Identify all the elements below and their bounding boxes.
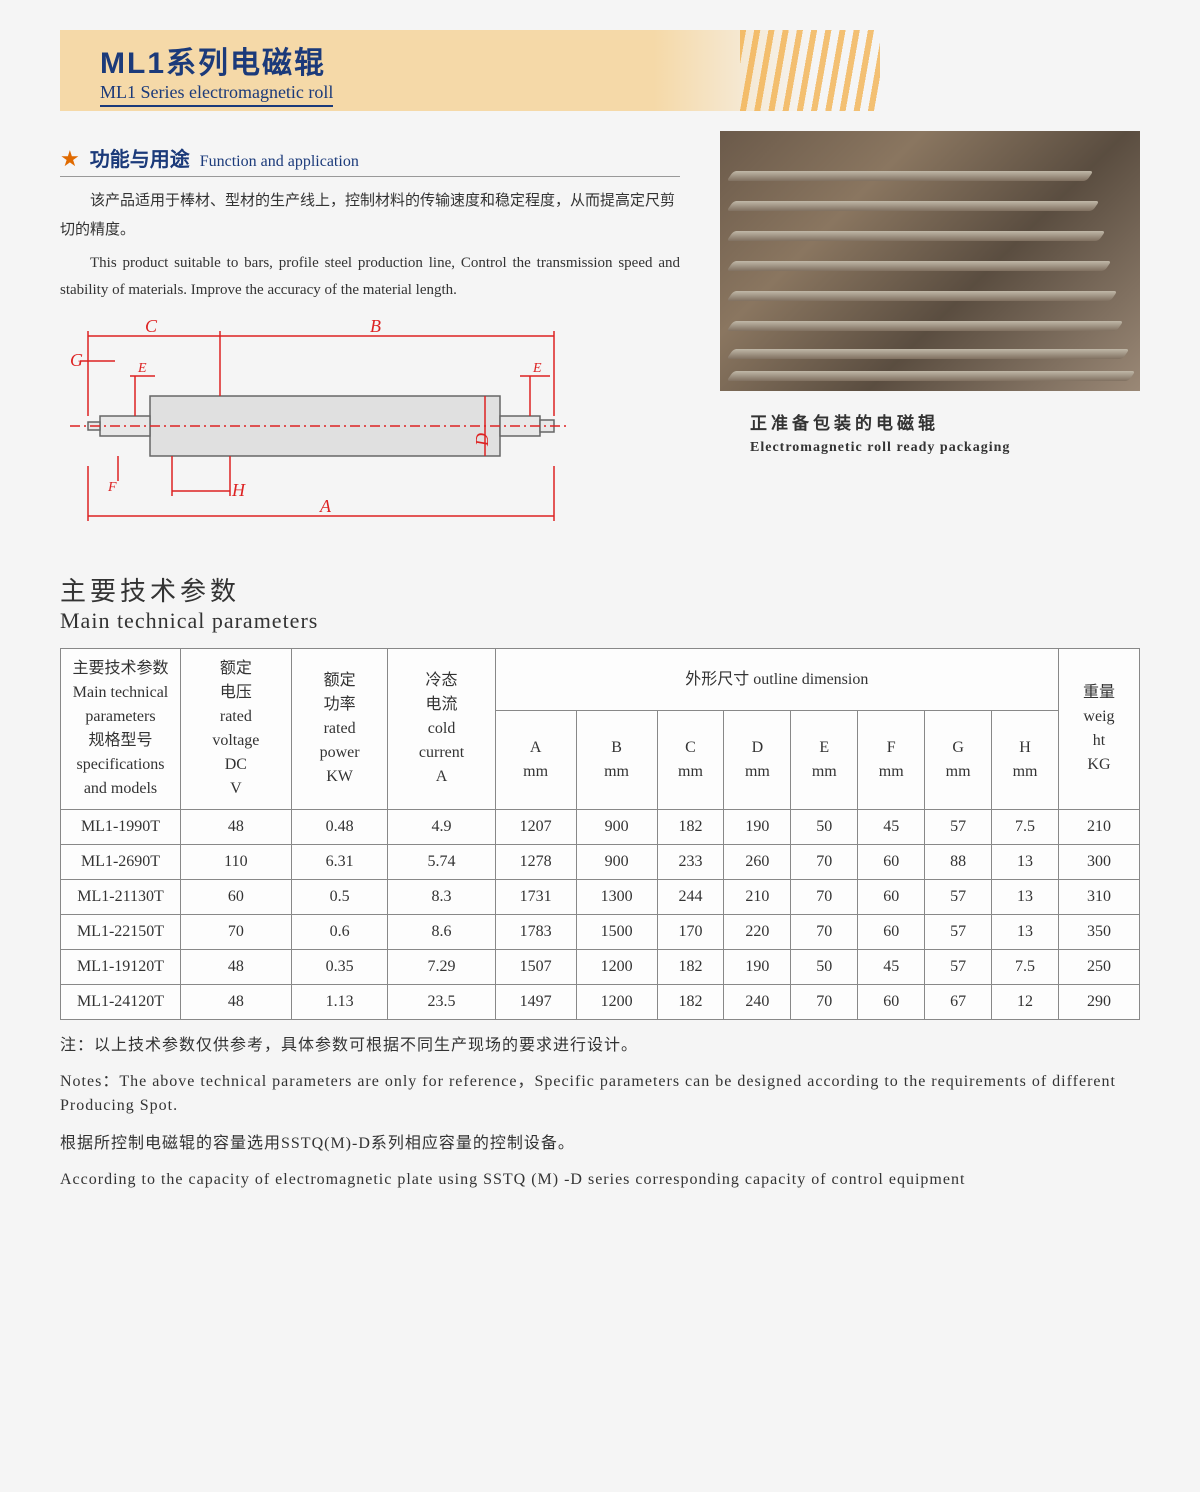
svg-text:E: E: [532, 361, 542, 376]
col-dim-F: Fmm: [858, 711, 925, 810]
col-weight: 重量weightKG: [1058, 649, 1139, 810]
col-dim-B: Bmm: [576, 711, 657, 810]
section-head-function: ★ 功能与用途 Function and application: [60, 143, 680, 177]
svg-text:D: D: [472, 433, 492, 447]
col-voltage: 额定电压ratedvoltageDCV: [181, 649, 292, 810]
section-title-cn: 功能与用途: [90, 143, 190, 172]
params-heading-cn: 主要技术参数: [60, 571, 1140, 608]
note1-cn: 注：以上技术参数仅供参考，具体参数可根据不同生产现场的要求进行设计。: [60, 1034, 1140, 1058]
col-dim-A: Amm: [495, 711, 576, 810]
note1-en: Notes：The above technical parameters are…: [60, 1070, 1140, 1118]
photo-roll: [726, 371, 1135, 381]
col-dim-C: Cmm: [657, 711, 724, 810]
col-outline: 外形尺寸 outline dimension: [495, 649, 1058, 711]
photo-roll: [726, 261, 1111, 271]
star-icon: ★: [60, 146, 80, 172]
table-row: ML1-24120T481.1323.514971200182240706067…: [61, 985, 1140, 1020]
col-dim-E: Emm: [791, 711, 858, 810]
photo-roll: [726, 349, 1129, 359]
desc-cn: 该产品适用于棒材、型材的生产线上，控制材料的传输速度和稳定程度，从而提高定尺剪切…: [60, 187, 680, 244]
photo-roll: [726, 321, 1123, 331]
svg-text:B: B: [370, 316, 381, 336]
desc-en: This product suitable to bars, profile s…: [60, 250, 680, 304]
product-photo: [720, 131, 1140, 391]
photo-roll: [726, 201, 1099, 211]
svg-text:F: F: [107, 480, 117, 495]
col-power: 额定功率ratedpowerKW: [291, 649, 388, 810]
col-current: 冷态电流coldcurrentA: [388, 649, 495, 810]
col-model: 主要技术参数Main technical parameters规格型号speci…: [61, 649, 181, 810]
params-heading-en: Main technical parameters: [60, 608, 1140, 634]
svg-text:H: H: [231, 480, 246, 500]
photo-roll: [726, 291, 1117, 301]
col-dim-D: Dmm: [724, 711, 791, 810]
svg-text:G: G: [70, 350, 83, 370]
parameters-table: 主要技术参数Main technical parameters规格型号speci…: [60, 648, 1140, 1020]
photo-roll: [726, 231, 1105, 241]
col-dim-G: Gmm: [925, 711, 992, 810]
svg-text:C: C: [145, 316, 158, 336]
title-cn: ML1系列电磁辊: [100, 38, 1100, 82]
title-block: ML1系列电磁辊 ML1 Series electromagnetic roll: [60, 30, 1140, 111]
table-row: ML1-21130T600.58.31731130024421070605713…: [61, 880, 1140, 915]
dimension-diagram: A B C G H: [60, 316, 680, 541]
table-row: ML1-19120T480.357.2915071200182190504557…: [61, 950, 1140, 985]
title-bg: ML1系列电磁辊 ML1 Series electromagnetic roll: [60, 30, 1140, 111]
svg-text:A: A: [319, 496, 332, 516]
section-title-en: Function and application: [200, 153, 359, 171]
table-row: ML1-1990T480.484.912079001821905045577.5…: [61, 810, 1140, 845]
photo-roll: [726, 171, 1093, 181]
photo-caption-cn: 正准备包装的电磁辊: [720, 409, 1140, 434]
title-en: ML1 Series electromagnetic roll: [100, 82, 333, 107]
note2-cn: 根据所控制电磁辊的容量选用SSTQ(M)-D系列相应容量的控制设备。: [60, 1132, 1140, 1156]
svg-text:E: E: [137, 361, 147, 376]
table-row: ML1-22150T700.68.61783150017022070605713…: [61, 915, 1140, 950]
photo-caption-en: Electromagnetic roll ready packaging: [720, 440, 1140, 456]
note2-en: According to the capacity of electromagn…: [60, 1168, 1140, 1192]
col-dim-H: Hmm: [992, 711, 1059, 810]
table-row: ML1-2690T1106.315.7412789002332607060881…: [61, 845, 1140, 880]
